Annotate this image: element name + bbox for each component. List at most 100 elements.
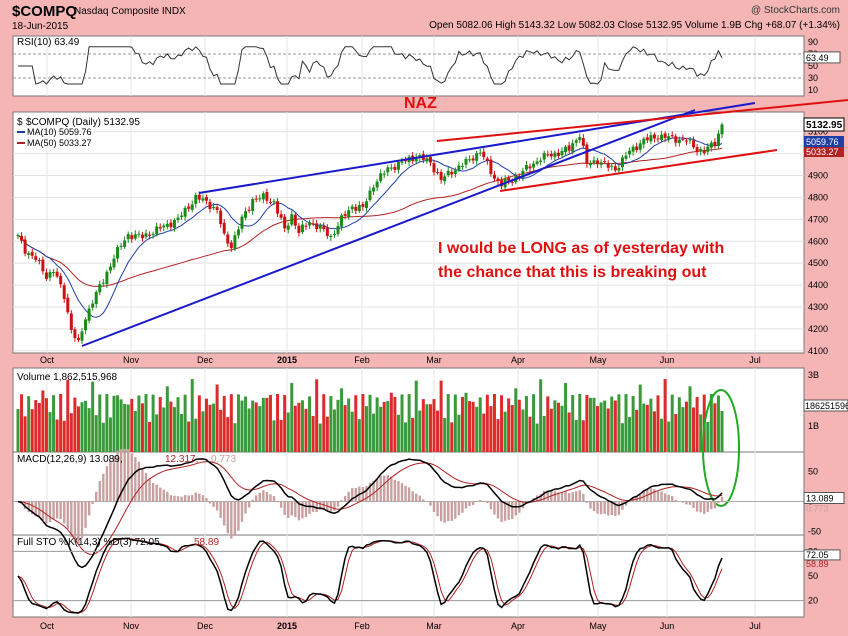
macd-histogram-bar (461, 501, 464, 513)
price-candle-body (165, 223, 169, 227)
price-candle-body (137, 233, 141, 235)
macd-histogram-bar (201, 495, 205, 502)
macd-histogram-bar (73, 501, 77, 543)
price-candle-body (361, 204, 365, 207)
volume-bar (20, 394, 24, 452)
macd-histogram-bar (649, 488, 653, 502)
macd-histogram-bar (543, 490, 546, 502)
volume-bar (268, 394, 272, 452)
naz-annotation: NAZ (404, 95, 437, 112)
price-candle-body (69, 313, 73, 330)
macd-histogram-bar (137, 461, 141, 502)
price-candle-body (542, 153, 546, 160)
volume-value-badge (803, 399, 848, 412)
price-candles (16, 122, 724, 344)
price-candle-body (30, 252, 34, 256)
macd-histogram-bar (304, 501, 308, 518)
volume-bar (556, 402, 560, 452)
price-candle-body (340, 215, 344, 227)
volume-bar (52, 395, 56, 452)
volume-bar (151, 394, 155, 452)
price-candle-body (460, 165, 464, 167)
x-axis-tick-label: Jun (660, 355, 675, 365)
volume-bar (596, 406, 600, 452)
volume-bar (187, 421, 191, 452)
volume-bar (414, 380, 418, 452)
volume-bar (692, 407, 696, 452)
volume-bar (322, 394, 326, 452)
volume-bar (240, 400, 244, 452)
volume-bar (133, 410, 137, 452)
price-candle-body (34, 256, 38, 260)
x-axis-tick-label: Jul (749, 621, 761, 631)
volume-value-label: 1862515968 (805, 401, 848, 411)
rsi-value-badge (803, 51, 841, 64)
volume-bar (204, 398, 208, 452)
price-candle-body (535, 161, 539, 164)
volume-bar (631, 395, 635, 452)
macd-histogram-bar (301, 501, 304, 519)
macd-histogram-bar (703, 501, 706, 514)
last-close-label: 5132.95 (806, 120, 843, 131)
price-candle-body (524, 165, 528, 170)
volume-bar (400, 394, 404, 452)
rsi-value-label: 63.49 (806, 53, 829, 63)
volume-axis-tick: 3B (808, 370, 819, 380)
ma50-legend-label: MA(50) 5033.27 (27, 138, 92, 148)
macd-histogram-bar (610, 501, 613, 516)
price-candle-body (588, 163, 592, 166)
macd-histogram-bar (464, 501, 468, 509)
price-candle-body (613, 166, 617, 171)
price-candle-body (91, 303, 95, 308)
price-candle-body (567, 145, 571, 151)
volume-bar (91, 381, 95, 452)
x-axis-tick-label: Feb (354, 355, 370, 365)
volume-bar (48, 412, 52, 452)
price-candle-body (592, 160, 596, 163)
price-candle-body (283, 216, 287, 229)
macd-histogram-bar (109, 460, 112, 502)
price-candle-body (315, 223, 319, 230)
macd-histogram-bar (372, 480, 375, 502)
macd-histogram-bar (656, 491, 660, 502)
volume-bar (126, 404, 130, 452)
volume-bar (197, 395, 201, 452)
macd-histogram-bar (699, 501, 702, 513)
macd-histogram-bar (639, 493, 642, 502)
symbol-title: $COMPQ (12, 3, 78, 20)
price-candle-body (464, 158, 468, 165)
volume-bar (681, 407, 685, 452)
volume-bar (279, 419, 283, 452)
macd-histogram-bar (500, 501, 503, 522)
price-candle-body (628, 150, 632, 155)
macd-histogram-bar (617, 501, 621, 515)
volume-bar (425, 404, 429, 452)
price-candle-body (436, 172, 440, 174)
rsi-legend: RSI(10) 63.49 (17, 37, 80, 48)
volume-bar (144, 394, 148, 452)
price-candle-body (549, 153, 553, 157)
macd-histogram-bar (262, 490, 265, 502)
volume-bar (542, 415, 546, 452)
price-candle-body (610, 165, 614, 167)
macd-histogram-bar (276, 501, 279, 503)
macd-histogram-bar (411, 491, 414, 502)
price-candle-body (350, 206, 354, 210)
volume-bar (588, 397, 592, 452)
price-candle-body (432, 163, 436, 173)
macd-histogram-bar (23, 501, 27, 510)
volume-bar (478, 397, 482, 452)
price-candle-body (347, 210, 351, 218)
volume-bar (581, 420, 585, 452)
price-candle-body (596, 160, 600, 165)
price-candle-body (322, 226, 326, 230)
sto-d-value-label: 58.89 (806, 559, 829, 569)
price-candle-body (372, 187, 376, 192)
price-candle-body (478, 152, 482, 154)
macd-histogram-bar (681, 501, 685, 503)
price-candle-body (571, 143, 575, 152)
volume-bar (350, 411, 354, 452)
macd-histogram-bar (489, 501, 493, 510)
price-candle-body (201, 198, 205, 201)
volume-bar (624, 394, 628, 452)
